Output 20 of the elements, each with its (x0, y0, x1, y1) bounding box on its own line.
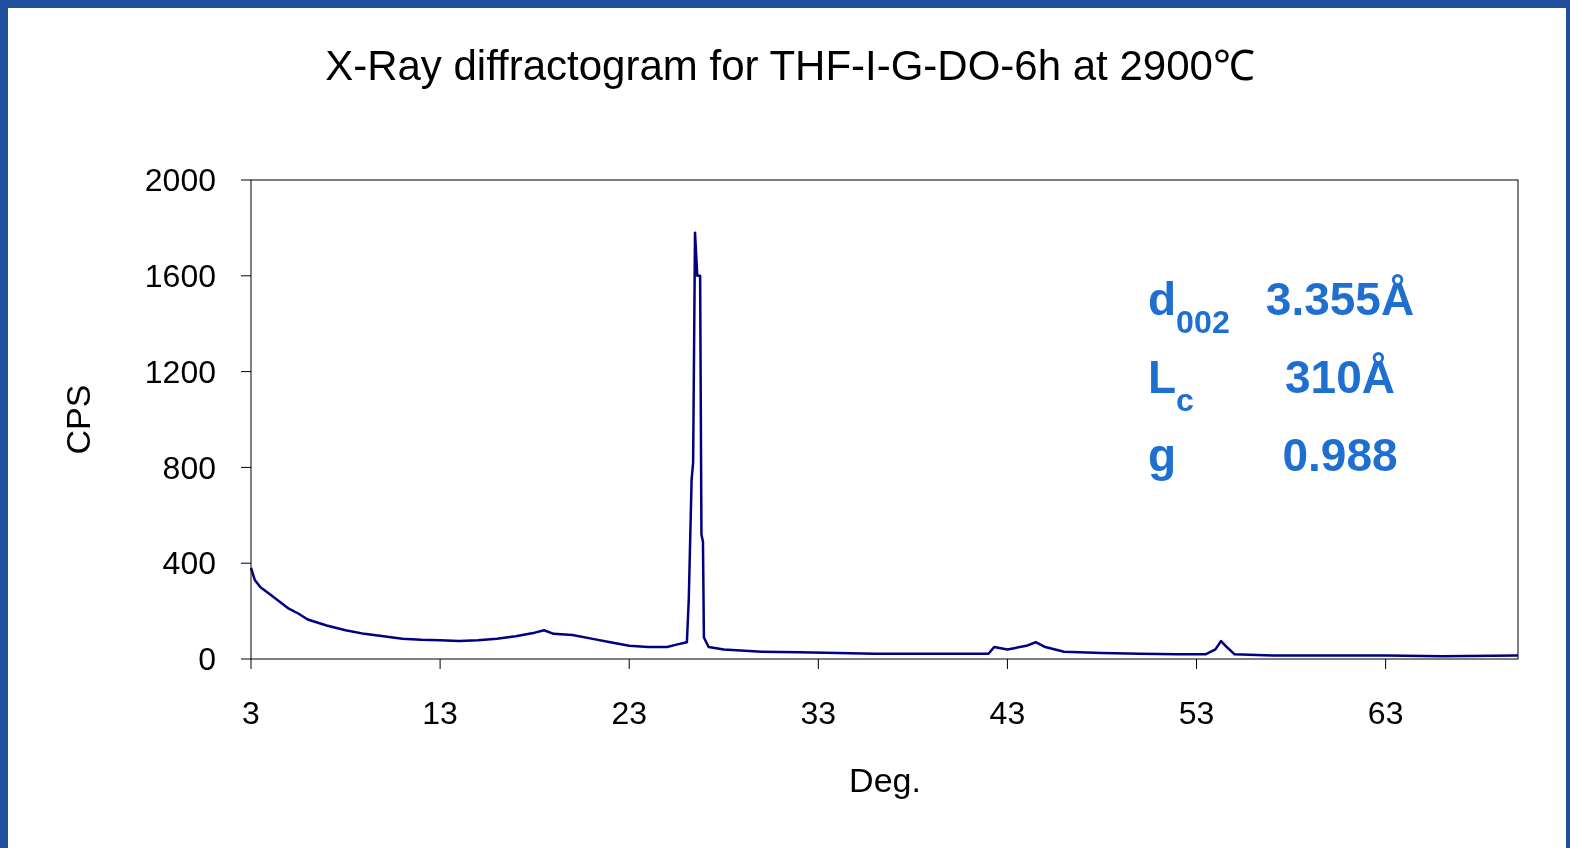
y-tick-label: 800 (162, 449, 216, 486)
line-series (249, 231, 1520, 658)
x-tick-label: 13 (422, 695, 458, 731)
text: L$_{c}$ 310Å (1148, 351, 1395, 418)
x-tick-label: 63 (1367, 695, 1404, 731)
x-tick-label: 53 (1178, 695, 1215, 731)
x-tick-label: 3 (242, 695, 260, 731)
annotation: d$_{002}$ 3.355Å (1148, 273, 1415, 340)
y-tick-label: 2000 (144, 162, 216, 199)
chart-title: X-Ray diffractogram for THF-I-G-DO-6h at 2900℃ (325, 42, 1255, 89)
x-tick-label: 33 (800, 695, 837, 731)
y-tick-label: 1200 (144, 353, 216, 390)
y-axis-title: CPS (59, 384, 97, 455)
x-tick-label: 23 (611, 695, 648, 731)
x-axis-title: Deg. (849, 761, 921, 799)
text: g 0.988 (1148, 429, 1398, 481)
y-tick-label: 1600 (144, 258, 216, 294)
x-tick-label: 43 (989, 695, 1026, 731)
y-tick-label: 400 (162, 545, 216, 582)
y-tick-label: 0 (198, 641, 216, 678)
